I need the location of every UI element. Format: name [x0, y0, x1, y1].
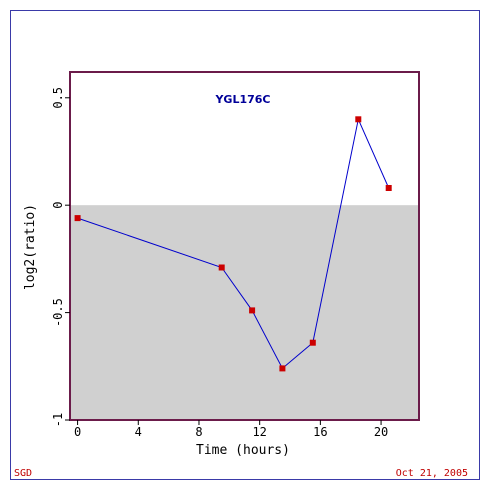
x-axis-label: Time (hours) [196, 443, 290, 458]
x-tick-label: 4 [135, 425, 142, 439]
x-tick-label: 0 [74, 425, 81, 439]
footer-source-label: SGD [14, 468, 32, 479]
y-tick-label: -0.5 [51, 298, 65, 327]
data-point [279, 365, 285, 371]
data-point [355, 116, 361, 122]
x-tick-label: 8 [195, 425, 202, 439]
x-tick-label: 20 [374, 425, 388, 439]
data-point [219, 265, 225, 271]
x-tick-label: 16 [313, 425, 327, 439]
x-tick-label: 12 [252, 425, 266, 439]
y-axis-label: log2(ratio) [23, 204, 38, 290]
footer-date-label: Oct 21, 2005 [396, 468, 468, 479]
negative-region-fill [70, 205, 419, 420]
data-point [310, 340, 316, 346]
data-point [249, 307, 255, 313]
chart-title: YGL176C [214, 93, 270, 106]
y-tick-label: -1 [51, 413, 65, 427]
data-point [386, 185, 392, 191]
data-point [75, 215, 81, 221]
y-tick-label: 0.5 [51, 87, 65, 109]
y-tick-label: 0 [51, 202, 65, 209]
